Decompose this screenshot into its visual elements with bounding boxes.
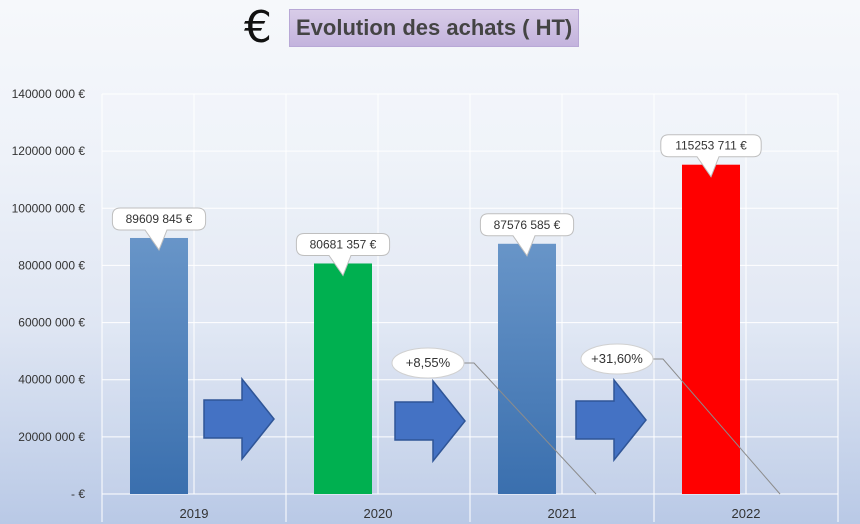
bar-2021 — [498, 243, 556, 494]
bar-2019 — [130, 237, 188, 495]
callout-shape — [479, 213, 575, 257]
y-tick-label: 120000 000 € — [12, 144, 86, 158]
annotation-oval — [580, 343, 654, 375]
data-label: 115253 711 € — [675, 139, 747, 153]
right-arrow-icon — [203, 376, 275, 462]
right-arrow-icon — [394, 378, 466, 464]
bar-2020 — [314, 263, 372, 494]
y-tick-label: 60000 000 € — [18, 316, 85, 330]
x-tick-label: 2022 — [732, 506, 761, 521]
y-tick-label: 140000 000 € — [12, 87, 86, 101]
y-tick-label: 80000 000 € — [18, 258, 85, 272]
x-tick-label: 2019 — [180, 506, 209, 521]
leader-line — [653, 358, 781, 495]
x-tick-label: 2020 — [364, 506, 393, 521]
data-label: 89609 845 € — [126, 212, 193, 226]
leader-line — [464, 362, 597, 495]
annotation-label: +31,60% — [591, 351, 643, 366]
growth-annotation: +8,55% — [391, 347, 597, 495]
data-label-callout: 87576 585 € — [479, 213, 575, 257]
data-label-callout: 89609 845 € — [111, 207, 207, 252]
right-arrow-icon — [575, 377, 647, 463]
annotation-label: +8,55% — [406, 355, 451, 370]
y-tick-label: 20000 000 € — [18, 430, 85, 444]
euro-icon: € — [244, 2, 272, 53]
annotation-oval — [391, 347, 465, 379]
callout-shape — [111, 207, 207, 252]
growth-annotation: +31,60% — [580, 343, 781, 495]
data-label-callout: 115253 711 € — [660, 134, 762, 178]
y-tick-label: - € — [71, 487, 85, 501]
y-tick-label: 40000 000 € — [18, 373, 85, 387]
data-label: 80681 357 € — [310, 237, 377, 251]
x-tick-label: 2021 — [548, 506, 577, 521]
data-label: 87576 585 € — [494, 218, 561, 232]
bar-2022 — [682, 164, 740, 495]
y-tick-label: 100000 000 € — [12, 201, 86, 215]
callout-shape — [660, 134, 762, 178]
data-label-callout: 80681 357 € — [295, 232, 391, 277]
chart-title: Evolution des achats ( HT) — [289, 9, 580, 47]
callout-shape — [295, 232, 391, 277]
